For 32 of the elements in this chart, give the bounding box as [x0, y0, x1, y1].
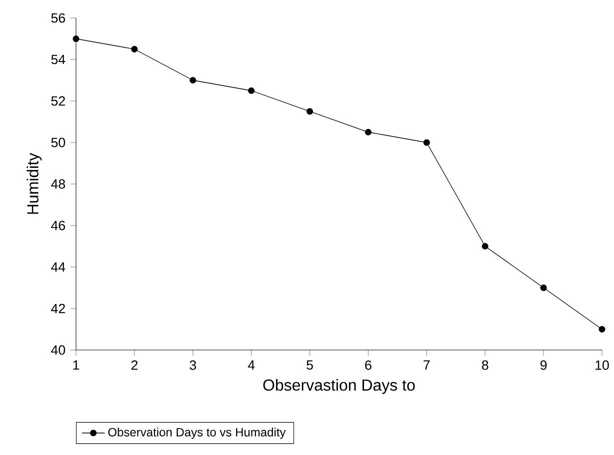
- x-tick-label: 9: [540, 360, 547, 370]
- y-tick-label: 40: [51, 345, 66, 355]
- y-axis-title: Humidity: [26, 152, 42, 214]
- x-axis-title: Observastion Days to: [263, 379, 415, 394]
- y-tick-label: 46: [51, 220, 66, 230]
- x-tick-label: 6: [365, 360, 372, 370]
- point: [72, 35, 80, 42]
- y-tick-label: 52: [51, 96, 65, 106]
- x-tick-label: 7: [424, 360, 430, 370]
- y-tick-label: 56: [51, 13, 66, 23]
- x-tick-label: 10: [596, 360, 609, 370]
- point: [131, 46, 138, 52]
- point: [482, 242, 488, 250]
- point: [190, 76, 196, 84]
- x-tick-label: 8: [482, 360, 488, 370]
- y-tick-label: 54: [51, 54, 66, 64]
- x-tick-label: 5: [306, 360, 313, 370]
- legend-label: Observation Days to vs Humadity: [108, 428, 286, 439]
- point: [598, 326, 606, 333]
- y-tick-label: 42: [51, 304, 65, 314]
- y-tick-label: 50: [51, 138, 66, 148]
- point: [248, 87, 255, 94]
- y-tick-label: 44: [51, 262, 66, 272]
- x-tick-label: 3: [190, 360, 196, 370]
- point: [540, 284, 547, 292]
- x-tick-label: 2: [131, 360, 138, 370]
- point: [364, 128, 372, 136]
- y-tick-label: 48: [51, 179, 66, 189]
- x-tick-label: 4: [248, 360, 255, 370]
- point: [306, 108, 314, 115]
- x-tick-label: 1: [73, 360, 80, 370]
- point: [423, 139, 430, 146]
